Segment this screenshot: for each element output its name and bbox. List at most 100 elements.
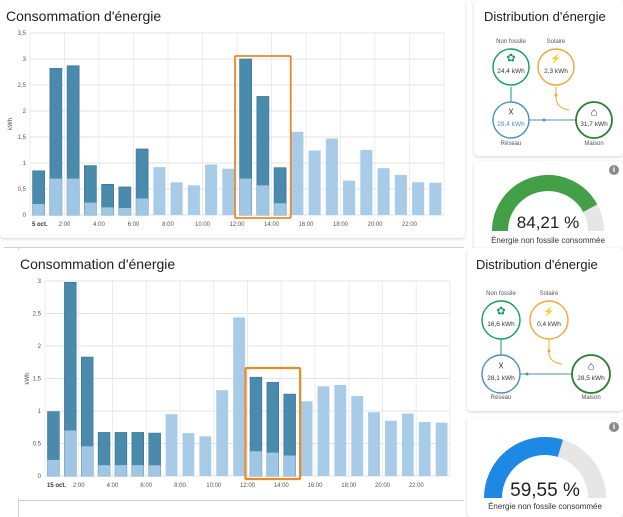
x-tick-label: 4:00 xyxy=(107,483,119,489)
x-tick-label: 18:00 xyxy=(333,222,349,228)
x-tick-label: 20:00 xyxy=(367,222,383,228)
x-tick-label: 8:00 xyxy=(174,483,186,489)
highlight-box xyxy=(234,55,292,219)
y-tick-label: 2,5 xyxy=(33,312,42,318)
gauge-svg xyxy=(492,175,604,232)
home-node xyxy=(571,354,611,394)
gauge-fill xyxy=(484,437,564,499)
fossil-free-label: Non fossile xyxy=(486,291,516,297)
bar-solar-lower xyxy=(64,430,77,476)
x-tick-label: 22:00 xyxy=(409,483,425,489)
y-tick-label: 1,5 xyxy=(18,135,27,141)
y-tick-label: 0 xyxy=(23,213,27,219)
gauge-caption: Énergie non fossile consommée xyxy=(488,502,602,511)
y-tick-label: 3 xyxy=(23,57,27,63)
grid-label: Réseau xyxy=(500,141,522,147)
x-date-label: 5 oct. xyxy=(32,222,48,228)
flow-dot xyxy=(542,118,546,122)
bar-grid xyxy=(153,167,166,215)
x-tick-label: 14:00 xyxy=(274,483,290,489)
x-tick-label: 22:00 xyxy=(402,222,418,228)
distribution-card-bottom: Distribution d'énergie Non fossile Solai… xyxy=(467,248,623,411)
consumption-chart-svg: 0 0,5 1 1,5 2 2,5 3 kWh 15 oct. 2:00 4:00 6:00 8:00 1… xyxy=(25,279,451,489)
bar-solar-lower xyxy=(239,178,252,215)
y-tick-label: 3 xyxy=(38,279,42,285)
info-icon[interactable]: i xyxy=(609,165,619,175)
home-icon: ⌂ xyxy=(590,106,598,119)
transmission-tower-icon: ☓ xyxy=(498,360,504,373)
leaf-icon: ✿ xyxy=(496,305,506,318)
bar-grid xyxy=(300,401,313,476)
x-tick-label: 12:00 xyxy=(240,483,256,489)
bar-grid xyxy=(334,385,347,476)
bar-grid xyxy=(368,412,380,476)
distribution-card-top: Distribution d'énergie Non fossile Solai… xyxy=(474,0,623,156)
bar-grid xyxy=(325,138,338,215)
flow-dot xyxy=(554,93,558,97)
bar-grid xyxy=(170,182,183,215)
gauge-caption: Énergie non fossile consommée xyxy=(491,236,605,245)
divider xyxy=(18,500,464,501)
bar-grid xyxy=(317,386,330,476)
bar-solar-lower xyxy=(148,465,161,476)
x-tick-label: 6:00 xyxy=(128,222,140,228)
y-tick-label: 0 xyxy=(38,474,42,480)
grid-value: 28,1 kWh xyxy=(487,375,515,382)
x-tick-label: 16:00 xyxy=(298,222,314,228)
fossil-free-node xyxy=(481,300,521,340)
bar-grid xyxy=(216,390,229,476)
bar-solar-lower xyxy=(47,459,60,476)
bar-solar-lower xyxy=(136,198,149,215)
card-title: Distribution d'énergie xyxy=(484,9,606,24)
home-label: Maison xyxy=(584,141,604,147)
solar-value: 0,4 kWh xyxy=(537,321,561,328)
gauge-value: 59,55 % xyxy=(510,480,580,501)
bar-solar-lower xyxy=(274,203,287,215)
energy-flow-diagram xyxy=(481,300,611,394)
bar-grid xyxy=(205,164,218,215)
gauge-card-bottom: i 59,55 % Énergie non fossile consommée xyxy=(467,418,623,517)
x-tick-label: 8:00 xyxy=(162,222,174,228)
fossil-free-node xyxy=(492,48,530,86)
bar-grid xyxy=(291,131,304,215)
bar-grid xyxy=(412,182,425,215)
y-tick-label: 2,5 xyxy=(18,83,27,89)
energy-flow-diagram xyxy=(492,48,613,139)
solar-label: Solaire xyxy=(546,39,566,45)
grid-label: Réseau xyxy=(490,395,512,401)
x-tick-label: 10:00 xyxy=(195,222,211,228)
bar-grid xyxy=(308,150,321,215)
y-tick-label: 3,5 xyxy=(18,31,27,37)
flow-line-solar-home xyxy=(555,87,570,111)
grid-value: 29,4 kWh xyxy=(497,121,525,128)
bar-grid xyxy=(199,436,212,476)
flow-dot xyxy=(525,372,529,376)
solar-panel-icon: ⚡ xyxy=(550,53,562,64)
consumption-chart-svg: 0 0,5 1 1,5 2 2,5 3 3,5 kWh 5 oct. 2:00 4:00 6:00 8:0… xyxy=(8,31,445,228)
bar-solar-lower xyxy=(118,207,131,215)
x-tick-label: 18:00 xyxy=(341,483,357,489)
bar-solar-lower xyxy=(67,178,80,215)
solar-label: Solaire xyxy=(539,291,559,297)
x-tick-label: 2:00 xyxy=(73,483,85,489)
gauge-value: 84,21 % xyxy=(516,213,580,232)
transmission-tower-icon: ☓ xyxy=(508,106,514,119)
bar-solar-lower xyxy=(250,451,262,476)
bar-grid xyxy=(429,182,442,215)
flow-dot xyxy=(547,349,551,353)
info-icon[interactable]: i xyxy=(609,422,619,432)
grid-node xyxy=(481,354,521,394)
bar-grid xyxy=(377,168,390,215)
solar-node xyxy=(537,48,575,86)
bar-solar-lower xyxy=(49,178,62,215)
x-tick-label: 12:00 xyxy=(229,222,245,228)
bar-grid xyxy=(165,414,178,476)
y-axis-label: kWh xyxy=(25,373,31,385)
bar-solar-lower xyxy=(84,202,97,215)
card-title: Consommation d'énergie xyxy=(6,8,162,24)
x-tick-label: 14:00 xyxy=(264,222,280,228)
bar-grid xyxy=(182,433,195,476)
bar-grid xyxy=(360,150,373,215)
y-tick-label: 1,5 xyxy=(33,377,42,383)
bar-grid xyxy=(401,413,414,476)
